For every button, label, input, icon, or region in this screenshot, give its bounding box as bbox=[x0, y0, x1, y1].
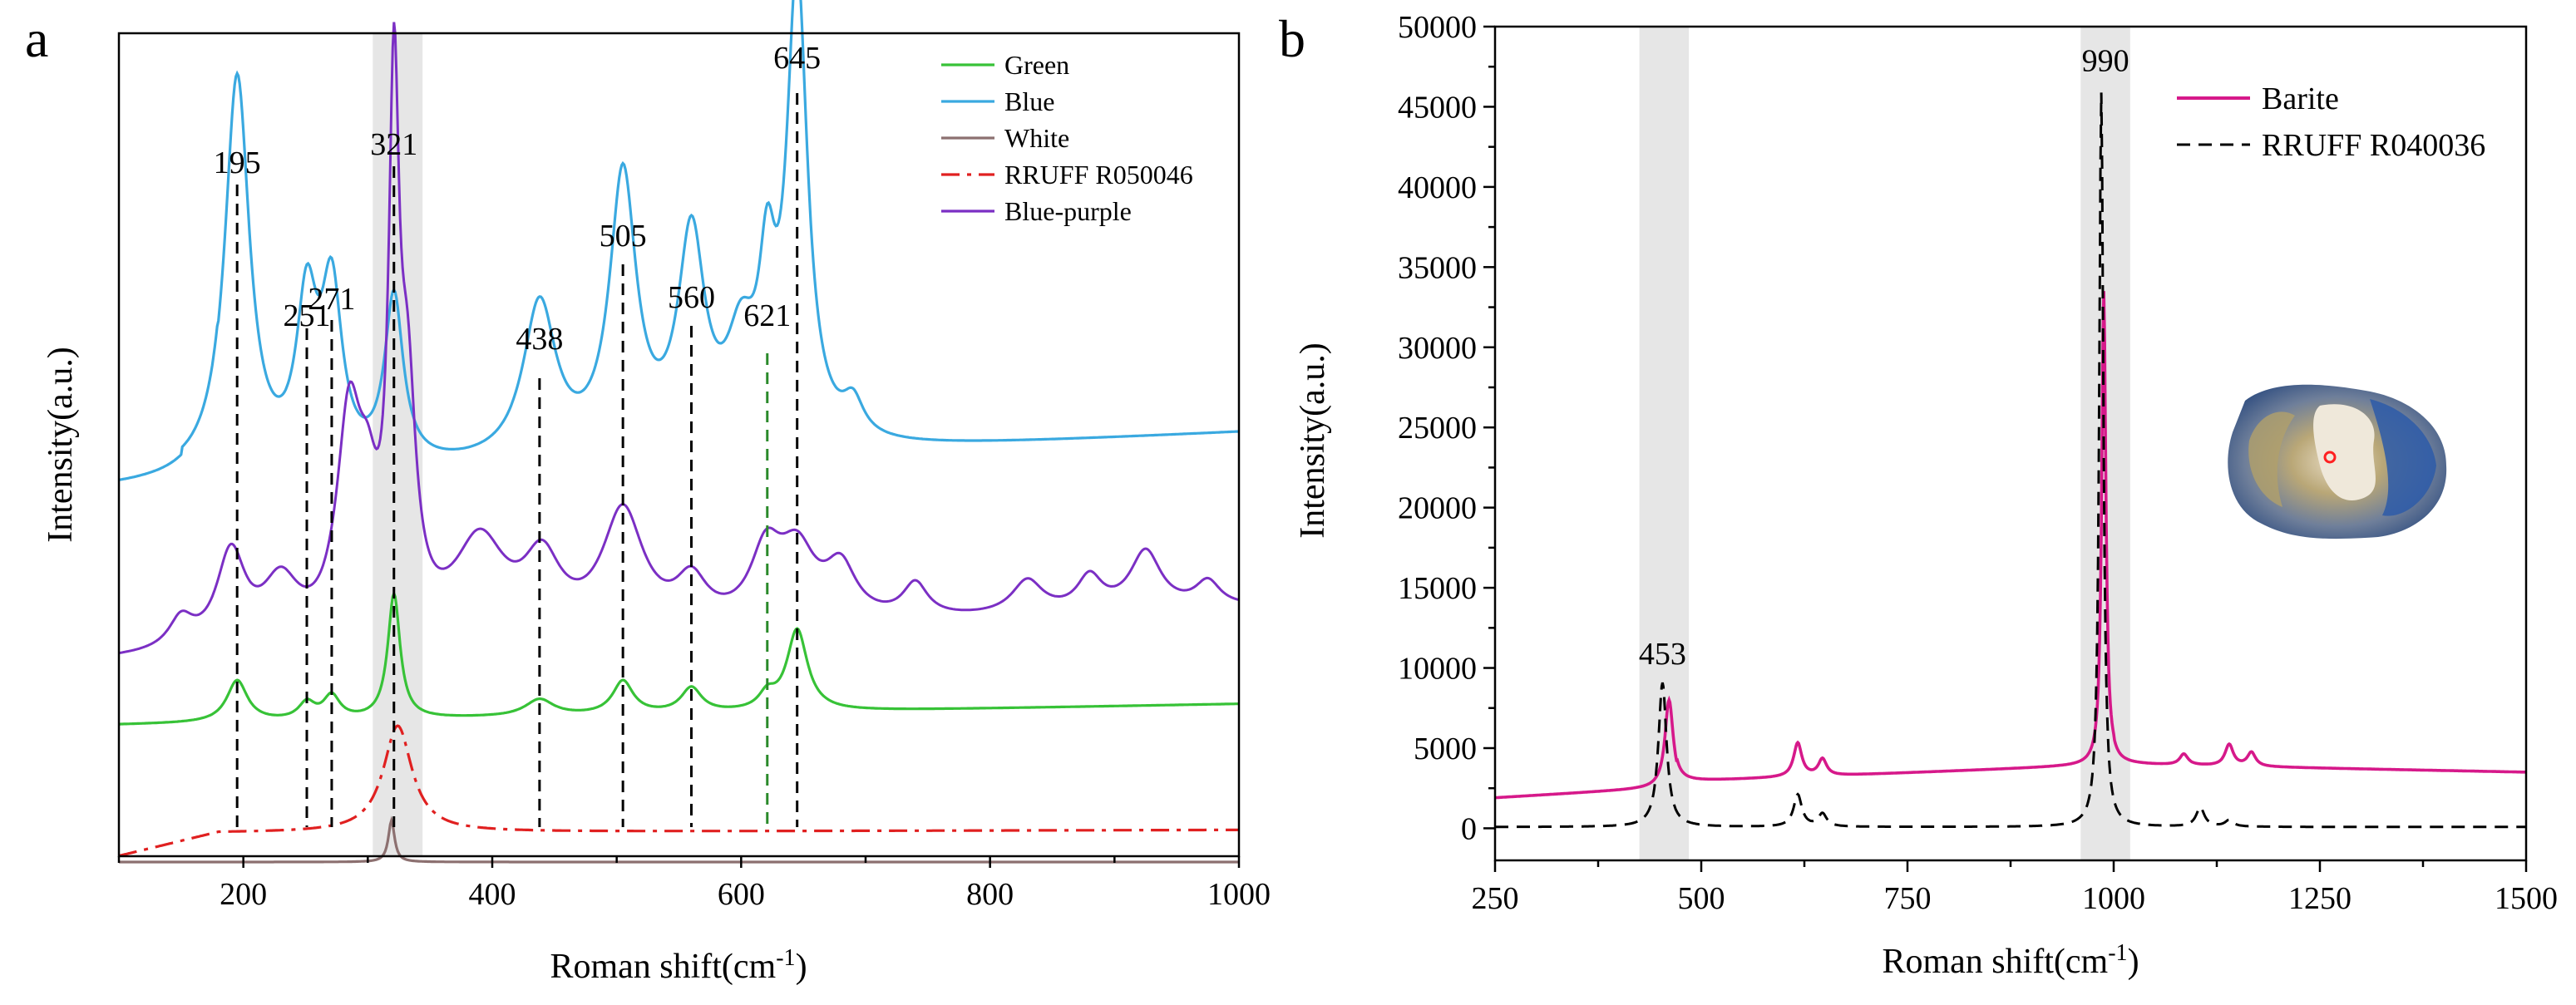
x-tick-label-b-250: 250 bbox=[1472, 881, 1519, 916]
sample-photo bbox=[2228, 384, 2447, 539]
x-tick-label-b-750: 750 bbox=[1884, 881, 1932, 916]
legend-label-green: Green bbox=[1004, 50, 1069, 80]
y-tick-label-b-40000: 40000 bbox=[1398, 170, 1477, 205]
y-tick-label-b-45000: 45000 bbox=[1398, 90, 1477, 125]
x-tick-label-b-1500: 1500 bbox=[2495, 881, 2558, 916]
y-tick-label-b-30000: 30000 bbox=[1398, 331, 1477, 366]
panel-a-label: a bbox=[25, 9, 48, 68]
sample-spot-marker bbox=[2323, 451, 2337, 464]
panel-a-y-label: Intensity(a.u.) bbox=[42, 347, 80, 543]
peak-label-645: 645 bbox=[773, 41, 821, 76]
panel-b: b 453 990 250 500 750 1000 1250 1500 0 5000 1000… bbox=[1279, 9, 2558, 981]
peak-label-438: 438 bbox=[516, 322, 563, 357]
x-tick-label-400: 400 bbox=[469, 877, 516, 912]
peak-label-271: 271 bbox=[308, 282, 355, 317]
panel-b-x-ticks: 250 500 750 1000 1250 1500 bbox=[1472, 860, 2558, 916]
panel-a-frame bbox=[117, 32, 1241, 858]
peak-label-621: 621 bbox=[743, 298, 791, 333]
peak-label-251: 251 bbox=[283, 298, 330, 333]
peak-label-560: 560 bbox=[668, 280, 715, 315]
panel-b-series bbox=[1495, 92, 2527, 829]
peak-label-505: 505 bbox=[600, 219, 647, 254]
x-tick-label-800: 800 bbox=[966, 877, 1014, 912]
y-tick-label-b-0: 0 bbox=[1461, 811, 1477, 846]
panel-b-peak-labels: 453 990 bbox=[1639, 44, 2129, 672]
peak-label-453: 453 bbox=[1639, 637, 1686, 672]
panel-b-legend: Barite RRUFF R040036 bbox=[2177, 81, 2485, 163]
legend-label-white: White bbox=[1004, 123, 1069, 153]
series-barite bbox=[1495, 291, 2527, 800]
panel-a-legend: Green Blue White RRUFF R050046 Blue-purple bbox=[941, 50, 1193, 226]
x-tick-label-b-1250: 1250 bbox=[2288, 881, 2351, 916]
panel-b-x-label: Roman shift(cm-1) bbox=[1882, 940, 2139, 982]
y-tick-label-b-10000: 10000 bbox=[1398, 652, 1477, 687]
panel-a-x-label: Roman shift(cm-1) bbox=[550, 945, 807, 987]
panel-b-label: b bbox=[1279, 9, 1305, 68]
y-tick-label-b-15000: 15000 bbox=[1398, 571, 1477, 606]
legend-label-rruff-r050046: RRUFF R050046 bbox=[1004, 160, 1193, 190]
peak-label-321: 321 bbox=[370, 127, 417, 162]
panel-b-y-ticks: 0 5000 10000 15000 20000 25000 30000 35000 40000… bbox=[1398, 10, 1495, 846]
x-tick-label-b-1000: 1000 bbox=[2082, 881, 2145, 916]
panel-a-x-ticks: 200 400 600 800 1000 bbox=[117, 856, 1271, 912]
panel-a-peak-lines bbox=[235, 93, 799, 827]
y-tick-label-b-20000: 20000 bbox=[1398, 491, 1477, 526]
y-tick-label-b-25000: 25000 bbox=[1398, 411, 1477, 446]
legend-label-blue: Blue bbox=[1004, 86, 1054, 116]
x-tick-label-b-500: 500 bbox=[1678, 881, 1725, 916]
panel-b-band-0 bbox=[1639, 27, 1690, 860]
series-rruff-r050046 bbox=[118, 724, 1239, 858]
peak-label-990: 990 bbox=[2082, 44, 2129, 79]
series-rruff-r040036 bbox=[1495, 92, 2526, 829]
series-white bbox=[119, 815, 1239, 864]
x-tick-label-1000: 1000 bbox=[1207, 877, 1271, 912]
peak-label-195: 195 bbox=[214, 145, 261, 180]
legend-label-blue-purple: Blue-purple bbox=[1004, 196, 1132, 226]
y-tick-label-b-50000: 50000 bbox=[1398, 10, 1477, 45]
legend-label-rruff-r040036: RRUFF R040036 bbox=[2262, 128, 2485, 163]
x-tick-label-200: 200 bbox=[220, 877, 267, 912]
y-tick-label-b-35000: 35000 bbox=[1398, 250, 1477, 285]
panel-b-y-label: Intensity(a.u.) bbox=[1294, 342, 1332, 539]
legend-label-barite: Barite bbox=[2262, 81, 2339, 116]
x-tick-label-600: 600 bbox=[718, 877, 765, 912]
series-blue bbox=[118, 0, 1240, 481]
y-tick-label-b-5000: 5000 bbox=[1414, 732, 1477, 766]
